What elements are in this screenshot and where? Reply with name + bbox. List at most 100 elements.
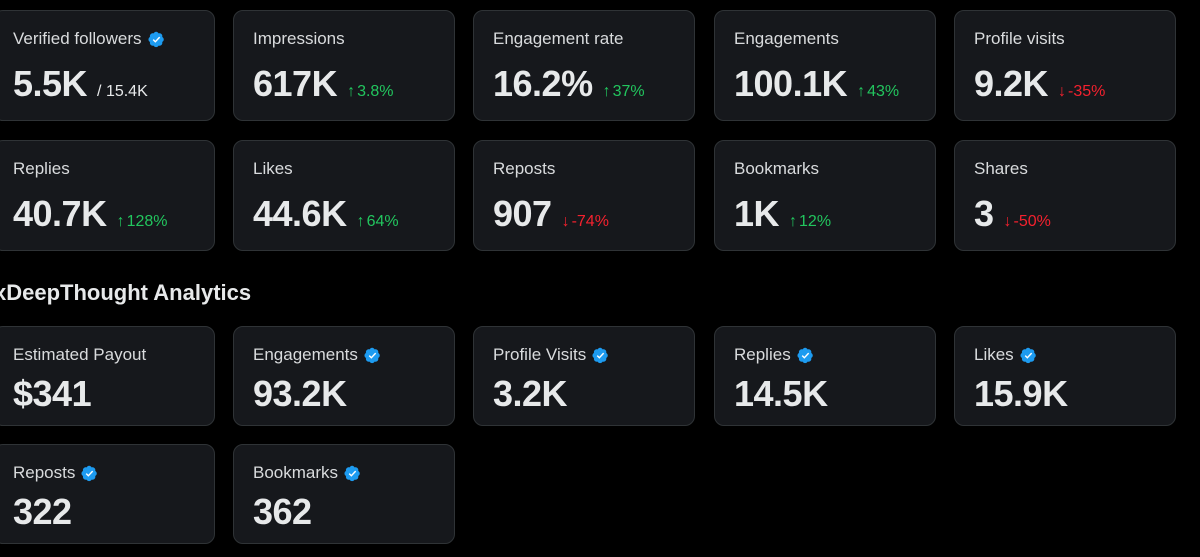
card-label-row: Profile Visits (493, 345, 609, 365)
card-value-row: 44.6K ↑ 64% (253, 193, 399, 235)
arrow-down-icon: ↓ (1058, 83, 1067, 100)
arrow-up-icon: ↑ (789, 213, 798, 230)
delta-value: 12% (799, 213, 832, 230)
card-analytics-likes[interactable]: Likes 15.9K (954, 326, 1176, 426)
card-analytics-profile-visits[interactable]: Profile Visits 3.2K (473, 326, 695, 426)
card-label-row: Replies (13, 159, 70, 179)
card-label-row: Reposts (493, 159, 555, 179)
delta-down: ↓ -50% (1004, 213, 1051, 231)
verified-badge-icon (1020, 347, 1036, 363)
card-sub-value: / 15.4K (97, 83, 148, 100)
card-value: 40.7K (13, 193, 107, 234)
card-reposts[interactable]: Reposts 907 ↓ -74% (473, 140, 695, 251)
verified-badge-icon (797, 347, 813, 363)
arrow-up-icon: ↑ (347, 83, 356, 100)
delta-value: 43% (867, 83, 900, 100)
card-value-row: 617K ↑ 3.8% (253, 63, 394, 105)
card-analytics-engagements[interactable]: Engagements 93.2K (233, 326, 455, 426)
card-value-row: 3 ↓ -50% (974, 193, 1051, 235)
delta-down: ↓ -35% (1058, 83, 1105, 101)
arrow-up-icon: ↑ (356, 213, 365, 230)
card-engagement-rate[interactable]: Engagement rate 16.2% ↑ 37% (473, 10, 695, 121)
card-value: 16.2% (493, 63, 593, 104)
card-likes[interactable]: Likes 44.6K ↑ 64% (233, 140, 455, 251)
card-label-row: Reposts (13, 463, 98, 483)
card-analytics-bookmarks[interactable]: Bookmarks 362 (233, 444, 455, 544)
card-value-row: 907 ↓ -74% (493, 193, 609, 235)
card-label: Replies (734, 345, 791, 364)
card-value-row: 15.9K (974, 373, 1068, 415)
card-label-row: Likes (253, 159, 293, 179)
card-value: 3.2K (493, 373, 568, 414)
card-profile-visits[interactable]: Profile visits 9.2K ↓ -35% (954, 10, 1176, 121)
card-value: 907 (493, 193, 552, 234)
card-impressions[interactable]: Impressions 617K ↑ 3.8% (233, 10, 455, 121)
card-label: Likes (253, 159, 293, 178)
card-value: 1K (734, 193, 780, 234)
card-value: 100.1K (734, 63, 848, 104)
delta-value: 37% (612, 83, 645, 100)
section-title: xDeepThought Analytics (0, 280, 252, 305)
card-verified-followers[interactable]: Verified followers 5.5K / 15.4K (0, 10, 215, 121)
card-label: Engagements (734, 29, 839, 48)
card-value-row: 5.5K / 15.4K (13, 63, 148, 105)
card-value: 44.6K (253, 193, 347, 234)
card-value: 5.5K (13, 63, 88, 104)
card-value-row: 322 (13, 491, 72, 533)
delta-up: ↑ 12% (789, 213, 831, 231)
card-label-row: Shares (974, 159, 1028, 179)
card-value-row: 9.2K ↓ -35% (974, 63, 1105, 105)
card-label-row: Replies (734, 345, 814, 365)
card-analytics-reposts[interactable]: Reposts 322 (0, 444, 215, 544)
card-value: 14.5K (734, 373, 828, 414)
card-replies[interactable]: Replies 40.7K ↑ 128% (0, 140, 215, 251)
card-label-row: Profile visits (974, 29, 1065, 49)
card-label: Reposts (13, 463, 76, 482)
delta-value: 128% (126, 213, 168, 230)
card-label: Estimated Payout (13, 345, 147, 364)
card-estimated-payout[interactable]: Estimated Payout $341 (0, 326, 215, 426)
card-label-row: Estimated Payout (13, 345, 146, 365)
card-analytics-replies[interactable]: Replies 14.5K (714, 326, 936, 426)
card-label: Verified followers (13, 29, 142, 48)
card-label-row: Bookmarks (253, 463, 361, 483)
card-value: 15.9K (974, 373, 1068, 414)
card-bookmarks[interactable]: Bookmarks 1K ↑ 12% (714, 140, 936, 251)
card-label-row: Engagements (253, 345, 381, 365)
card-label: Profile Visits (493, 345, 587, 364)
card-label-row: Likes (974, 345, 1037, 365)
card-label: Bookmarks (253, 463, 339, 482)
arrow-down-icon: ↓ (1003, 213, 1012, 230)
card-value: 322 (13, 491, 72, 532)
verified-badge-icon (147, 31, 164, 47)
card-label: Replies (13, 159, 70, 178)
verified-badge-icon (364, 347, 380, 363)
card-value-row: 93.2K (253, 373, 347, 415)
delta-value: 64% (366, 213, 399, 230)
delta-up: ↑ 3.8% (347, 83, 393, 101)
arrow-down-icon: ↓ (561, 213, 570, 230)
card-label-row: Engagement rate (493, 29, 623, 49)
delta-up: ↑ 64% (357, 213, 399, 231)
arrow-up-icon: ↑ (857, 83, 866, 100)
card-value: 362 (253, 491, 312, 532)
card-label: Engagements (253, 345, 358, 364)
arrow-up-icon: ↑ (602, 83, 611, 100)
card-label: Reposts (493, 159, 556, 178)
card-label: Impressions (253, 29, 345, 48)
delta-down: ↓ -74% (562, 213, 609, 231)
delta-up: ↑ 43% (857, 83, 899, 101)
card-label-row: Engagements (734, 29, 839, 49)
card-value: 617K (253, 63, 338, 104)
card-engagements[interactable]: Engagements 100.1K ↑ 43% (714, 10, 936, 121)
verified-badge-icon (81, 465, 98, 481)
delta-value: -35% (1068, 83, 1106, 100)
delta-value: -74% (571, 213, 609, 230)
card-value-row: 362 (253, 491, 312, 533)
card-shares[interactable]: Shares 3 ↓ -50% (954, 140, 1176, 251)
card-value-row: $341 (13, 373, 92, 415)
delta-value: -50% (1013, 213, 1051, 230)
card-label-row: Verified followers (13, 29, 165, 49)
card-label: Likes (974, 345, 1014, 364)
